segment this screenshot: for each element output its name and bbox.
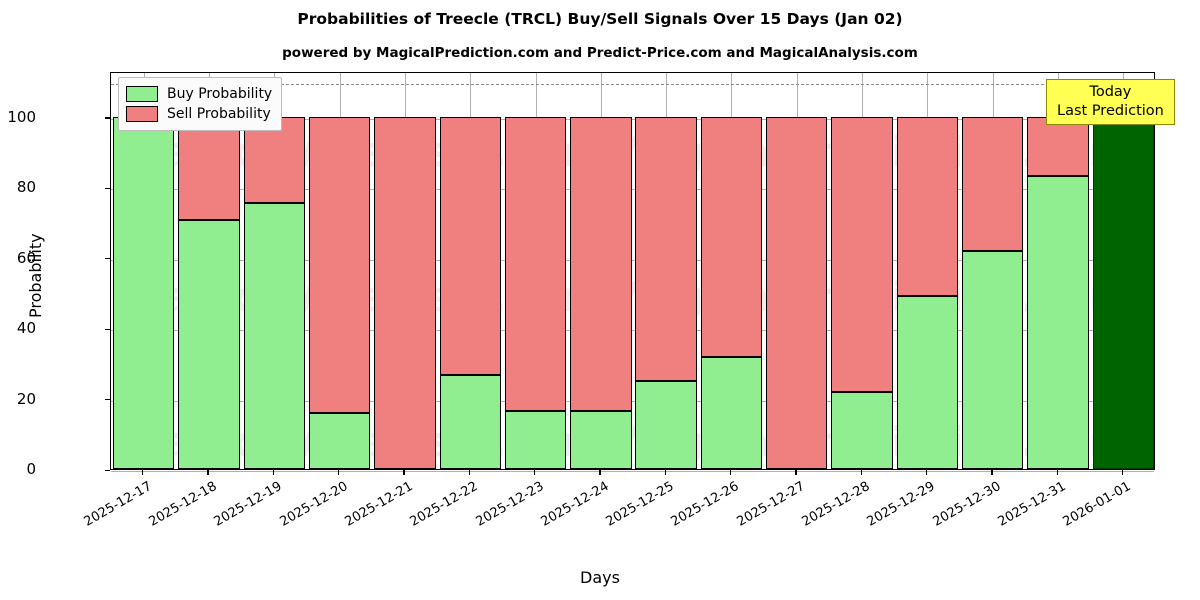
bar-segment-buy[interactable] <box>178 219 240 469</box>
y-tick-mark <box>105 117 110 119</box>
bar-group[interactable] <box>570 71 632 469</box>
y-tick-mark <box>105 328 110 330</box>
chart-title: Probabilities of Treecle (TRCL) Buy/Sell… <box>297 10 903 28</box>
y-tick-label: 100 <box>7 107 36 126</box>
today-annotation: Today Last Prediction <box>1046 79 1175 126</box>
bar-segment-buy[interactable] <box>439 374 501 469</box>
bar-group[interactable] <box>308 71 371 469</box>
chart-subtitle: powered by MagicalPrediction.com and Pre… <box>282 45 918 61</box>
x-tick-mark <box>795 470 797 475</box>
y-axis-label: Probability <box>26 233 45 318</box>
chart-legend: Buy Probability Sell Probability <box>118 77 283 131</box>
legend-label-sell: Sell Probability <box>167 106 271 122</box>
x-tick-mark <box>272 470 275 475</box>
bar-segment-sell[interactable] <box>831 116 893 393</box>
y-tick-label: 80 <box>16 178 36 197</box>
today-annotation-line1: Today <box>1089 84 1132 100</box>
gridline-horizontal <box>111 259 1154 261</box>
legend-swatch-sell-icon <box>126 106 158 122</box>
bar-segment-buy[interactable] <box>112 116 175 469</box>
y-tick-label: 0 <box>26 460 36 478</box>
bar-group[interactable] <box>439 71 501 469</box>
bar-segment-sell[interactable] <box>570 116 632 411</box>
bar-segment-today[interactable] <box>1092 116 1155 469</box>
legend-item-buy: Buy Probability <box>126 84 272 104</box>
bar-segment-sell[interactable] <box>1027 116 1089 176</box>
legend-label-buy: Buy Probability <box>167 86 273 102</box>
y-tick-label: 60 <box>16 248 36 267</box>
bar-segment-buy[interactable] <box>962 250 1024 469</box>
bar-segment-buy[interactable] <box>635 380 697 469</box>
x-tick-mark <box>338 470 340 475</box>
bar-group[interactable] <box>178 71 240 469</box>
bar-group[interactable] <box>700 71 763 469</box>
today-annotation-line2: Last Prediction <box>1057 102 1164 119</box>
bar-segment-buy[interactable] <box>896 296 959 469</box>
gridline-horizontal <box>111 471 1154 472</box>
x-tick-mark <box>599 470 601 475</box>
gridline-horizontal <box>111 330 1154 332</box>
bar-group[interactable] <box>635 71 697 469</box>
plot-area: MagicalAnalysis.comMagicalPrediction.com… <box>110 71 1155 472</box>
y-tick-mark <box>105 187 110 190</box>
y-tick-label: 20 <box>16 389 36 408</box>
x-tick-mark <box>1121 470 1124 475</box>
y-tick-mark <box>105 399 110 401</box>
x-tick-mark <box>925 470 928 475</box>
x-tick-mark <box>860 470 862 475</box>
bar-segment-buy[interactable] <box>700 357 763 469</box>
x-tick-mark <box>991 470 993 475</box>
x-tick-mark <box>468 470 471 475</box>
bar-segment-sell[interactable] <box>700 116 763 357</box>
bar-group[interactable] <box>1027 71 1089 469</box>
bar-segment-sell[interactable] <box>374 116 436 469</box>
y-tick-mark <box>105 258 110 260</box>
x-tick-mark <box>534 470 536 475</box>
bars-layer <box>111 71 1155 469</box>
y-tick-label: 40 <box>16 319 36 338</box>
x-tick-mark <box>1056 470 1058 475</box>
bar-segment-sell[interactable] <box>962 116 1024 251</box>
reference-line <box>111 83 1154 85</box>
bar-segment-sell[interactable] <box>635 116 697 381</box>
x-tick-mark <box>664 470 666 475</box>
bar-group[interactable] <box>1092 71 1155 469</box>
bar-group[interactable] <box>831 71 893 469</box>
bar-segment-sell[interactable] <box>308 116 371 413</box>
bar-segment-sell[interactable] <box>439 116 501 375</box>
bar-segment-sell[interactable] <box>896 116 959 297</box>
x-tick-mark <box>207 470 209 475</box>
bar-segment-buy[interactable] <box>570 410 632 469</box>
bar-group[interactable] <box>896 71 959 469</box>
bar-group[interactable] <box>243 71 305 469</box>
legend-item-sell: Sell Probability <box>126 104 272 124</box>
bar-segment-sell[interactable] <box>504 116 567 411</box>
x-axis-label: Days <box>580 568 620 587</box>
bar-segment-sell[interactable] <box>766 116 828 469</box>
bar-segment-sell[interactable] <box>178 116 240 220</box>
gridline-horizontal <box>111 118 1154 120</box>
gridline-horizontal <box>111 400 1154 402</box>
x-tick-mark <box>403 470 405 475</box>
gridline-horizontal <box>111 189 1154 191</box>
bar-group[interactable] <box>504 71 567 469</box>
bar-group[interactable] <box>766 71 828 469</box>
bar-segment-sell[interactable] <box>243 116 305 204</box>
bar-group[interactable] <box>962 71 1024 469</box>
x-tick-mark <box>729 470 732 475</box>
bar-segment-buy[interactable] <box>504 410 567 469</box>
bar-segment-buy[interactable] <box>243 203 305 469</box>
x-tick-mark <box>142 470 144 475</box>
bar-group[interactable] <box>374 71 436 469</box>
bar-segment-buy[interactable] <box>831 392 893 469</box>
legend-swatch-buy-icon <box>126 86 158 102</box>
bar-segment-buy[interactable] <box>308 412 371 469</box>
y-tick-mark <box>105 469 110 471</box>
bar-segment-buy[interactable] <box>1027 175 1089 469</box>
